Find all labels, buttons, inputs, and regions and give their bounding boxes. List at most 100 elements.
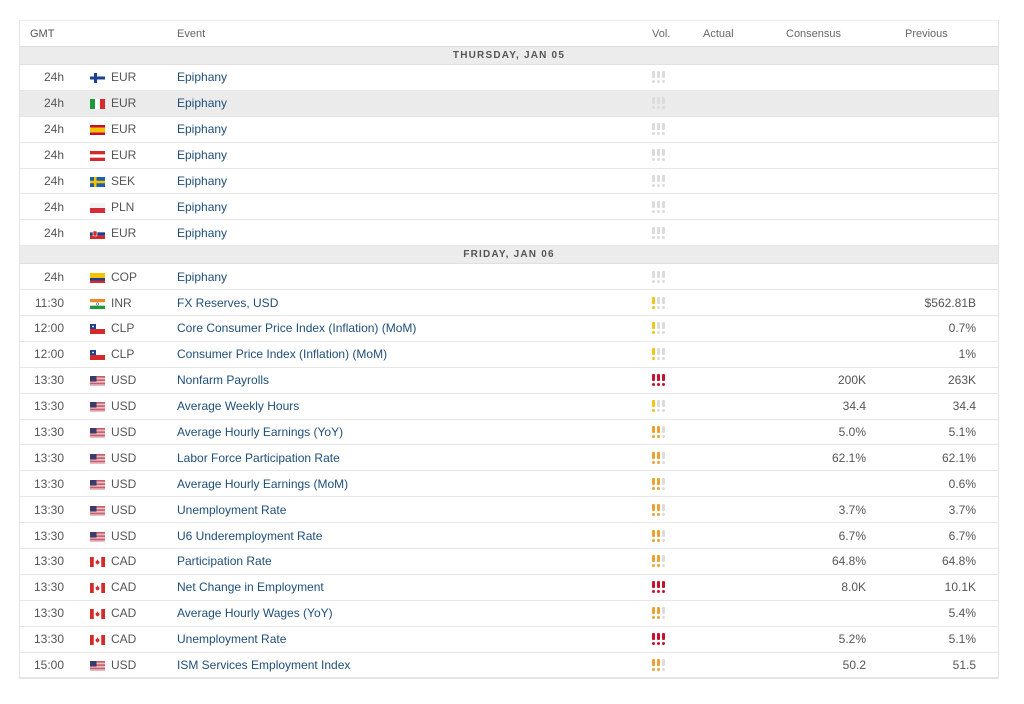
previous-value: 0.7% xyxy=(948,321,976,336)
currency-cell: USD xyxy=(90,497,136,522)
volatility-mark xyxy=(662,400,665,413)
event-link[interactable]: FX Reserves, USD xyxy=(177,295,279,310)
table-body: THURSDAY, JAN 05 24h EUR Epiphany 24h EU… xyxy=(20,47,998,679)
table-row[interactable]: 24h SEK Epiphany xyxy=(20,169,998,195)
event-link[interactable]: Unemployment Rate xyxy=(177,502,287,517)
volatility-mark xyxy=(657,175,660,187)
volatility-indicator xyxy=(652,394,665,419)
usa-flag xyxy=(90,660,105,672)
currency-cell: CAD xyxy=(90,549,136,574)
event-link[interactable]: Epiphany xyxy=(177,174,228,188)
sweden-flag xyxy=(90,176,105,187)
currency-code: USD xyxy=(111,373,137,388)
event-time: 13:30 xyxy=(33,606,64,621)
header-volatility[interactable]: Vol. xyxy=(652,27,671,40)
event-link[interactable]: Consumer Price Index (Inflation) (MoM) xyxy=(177,347,388,362)
volatility-mark xyxy=(657,296,660,309)
previous-value xyxy=(900,143,976,168)
date-label: FRIDAY, JAN 06 xyxy=(463,249,555,261)
currency-cell: CAD xyxy=(90,575,136,600)
volatility-mark xyxy=(662,374,665,387)
volatility-indicator xyxy=(652,264,665,289)
volatility-mark xyxy=(652,175,655,187)
table-row[interactable]: 13:30 CAD Unemployment Rate 5.2% 5.1% xyxy=(20,627,998,653)
currency-code: USD xyxy=(111,658,137,673)
event-time: 13:30 xyxy=(33,580,64,595)
volatility-mark xyxy=(657,226,660,239)
table-row[interactable]: 13:30 USD Average Weekly Hours 34.4 34.4 xyxy=(20,394,998,420)
currency-code: USD xyxy=(111,399,137,414)
table-row[interactable]: 13:30 USD Unemployment Rate 3.7% 3.7% xyxy=(20,497,998,524)
table-row[interactable]: 24h PLN Epiphany xyxy=(20,194,998,221)
table-row[interactable]: 12:00 CLP Core Consumer Price Index (Inf… xyxy=(20,316,998,342)
event-link[interactable]: Average Hourly Earnings (YoY) xyxy=(177,425,344,440)
consensus-value xyxy=(786,264,866,289)
event-link[interactable]: Average Hourly Wages (YoY) xyxy=(177,606,333,621)
currency-code: CLP xyxy=(111,347,135,362)
table-row[interactable]: 13:30 USD Average Hourly Earnings (YoY) … xyxy=(20,420,998,446)
table-row[interactable]: 13:30 CAD Net Change in Employment 8.0K … xyxy=(20,575,998,601)
event-link[interactable]: ISM Services Employment Index xyxy=(177,658,351,673)
table-row[interactable]: 11:30 INR FX Reserves, USD $562.81B xyxy=(20,290,998,317)
usa-flag xyxy=(90,505,105,516)
header-previous[interactable]: Previous xyxy=(905,27,948,40)
header-gmt[interactable]: GMT xyxy=(30,27,55,40)
table-row[interactable]: 24h EUR Epiphany xyxy=(20,65,998,91)
event-link[interactable]: Average Hourly Earnings (MoM) xyxy=(177,476,349,491)
event-link[interactable]: Epiphany xyxy=(177,269,228,284)
volatility-mark xyxy=(657,426,660,439)
event-link[interactable]: Participation Rate xyxy=(177,554,272,569)
table-row[interactable]: 24h EUR Epiphany xyxy=(20,90,998,117)
header-event[interactable]: Event xyxy=(177,27,206,40)
table-row[interactable]: 13:30 USD Nonfarm Payrolls 200K 263K xyxy=(20,368,998,394)
volatility-indicator xyxy=(652,316,665,341)
event-link[interactable]: Average Weekly Hours xyxy=(177,399,300,414)
previous-value xyxy=(900,194,976,219)
volatility-mark xyxy=(652,529,655,542)
table-row[interactable]: 13:30 CAD Average Hourly Wages (YoY) 5.4… xyxy=(20,601,998,627)
currency-cell: EUR xyxy=(90,91,136,116)
table-row[interactable]: 13:30 USD Labor Force Participation Rate… xyxy=(20,445,998,472)
table-row[interactable]: 24h EUR Epiphany xyxy=(20,220,998,247)
volatility-mark xyxy=(657,555,660,568)
currency-code: EUR xyxy=(111,70,137,85)
table-row[interactable]: 15:00 USD ISM Services Employment Index … xyxy=(20,653,998,679)
event-link[interactable]: Epiphany xyxy=(177,148,228,163)
slovakia-flag xyxy=(90,228,105,239)
volatility-mark xyxy=(652,348,655,361)
table-row[interactable]: 13:30 USD U6 Underemployment Rate 6.7% 6… xyxy=(20,523,998,550)
event-link[interactable]: Nonfarm Payrolls xyxy=(177,373,270,388)
event-time: 24h xyxy=(43,225,64,240)
volatility-mark xyxy=(662,477,665,490)
consensus-value: 50.2 xyxy=(842,658,866,673)
event-link[interactable]: Net Change in Employment xyxy=(177,580,324,595)
event-time: 12:00 xyxy=(33,347,64,362)
volatility-indicator xyxy=(652,497,665,522)
austria-flag xyxy=(90,150,105,162)
event-link[interactable]: Epiphany xyxy=(177,70,228,85)
event-link[interactable]: Labor Force Participation Rate xyxy=(177,450,340,465)
header-actual[interactable]: Actual xyxy=(703,27,734,40)
currency-cell: CAD xyxy=(90,627,136,652)
event-link[interactable]: Core Consumer Price Index (Inflation) (M… xyxy=(177,321,417,336)
consensus-value xyxy=(786,169,866,194)
event-link[interactable]: U6 Underemployment Rate xyxy=(177,528,323,543)
previous-value: 64.8% xyxy=(941,554,976,569)
event-link[interactable]: Epiphany xyxy=(177,225,228,240)
event-link[interactable]: Epiphany xyxy=(177,199,228,214)
volatility-indicator xyxy=(652,368,665,393)
currency-cell: USD xyxy=(90,420,136,445)
previous-value xyxy=(900,220,976,245)
table-row[interactable]: 12:00 CLP Consumer Price Index (Inflatio… xyxy=(20,342,998,368)
table-row[interactable]: 13:30 CAD Participation Rate 64.8% 64.8% xyxy=(20,549,998,575)
header-consensus[interactable]: Consensus xyxy=(786,27,842,40)
table-row[interactable]: 13:30 USD Average Hourly Earnings (MoM) … xyxy=(20,471,998,498)
event-link[interactable]: Unemployment Rate xyxy=(177,632,287,647)
event-link[interactable]: Epiphany xyxy=(177,122,228,137)
table-row[interactable]: 24h EUR Epiphany xyxy=(20,117,998,143)
table-row[interactable]: 24h COP Epiphany xyxy=(20,264,998,291)
volatility-indicator xyxy=(652,420,665,445)
event-link[interactable]: Epiphany xyxy=(177,96,228,111)
volatility-indicator xyxy=(652,627,665,652)
table-row[interactable]: 24h EUR Epiphany xyxy=(20,143,998,169)
